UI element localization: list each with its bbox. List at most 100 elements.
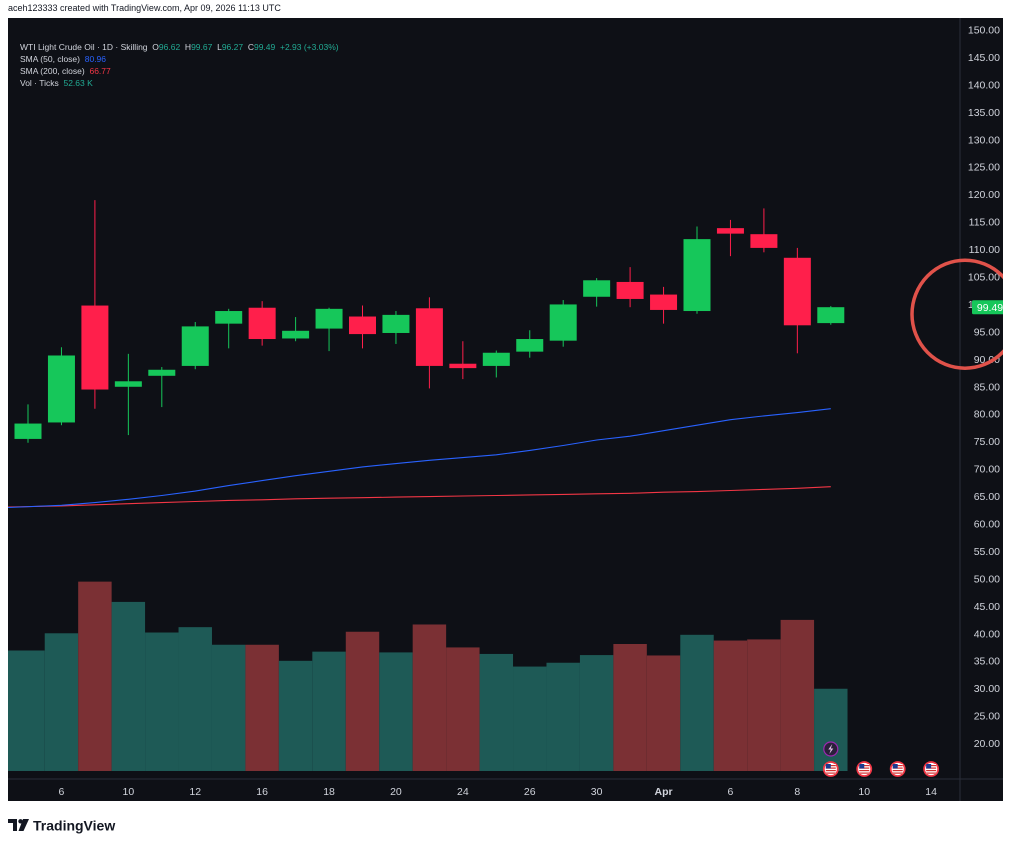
time-tick-label: Apr [655,786,673,798]
volume-bar [145,632,179,771]
chart-legend: WTI Light Crude Oil · 1D · Skilling O96.… [20,41,339,89]
candle-body [382,314,410,333]
volume-bar [245,644,279,771]
candle-body [817,307,845,324]
candle-body [14,423,42,439]
volume-bar [379,652,413,771]
legend-open: 96.62 [158,42,181,52]
volume-bar [412,624,447,771]
chart-panel[interactable]: 20.00 25.00 30.00 35.00 40.00 45.00 50.00 55.00… [8,18,1003,801]
candle-body [783,257,811,326]
candle-body [315,308,343,329]
time-tick-label: 18 [323,786,335,798]
candle-body [415,308,443,366]
volume-bar [446,647,480,771]
volume-bar [680,634,714,771]
time-tick-label: 26 [524,786,536,798]
candle [750,208,778,253]
price-tick-label: 140.00 [968,79,1000,91]
price-tick-label: 80.00 [974,409,1000,421]
time-tick-label: 10 [123,786,135,798]
candle [583,278,611,307]
candle-body [449,363,477,369]
tradingview-logo-icon [8,819,29,832]
legend-low-label: L [217,42,222,52]
price-tick-label: 110.00 [969,244,1000,256]
candle [114,353,142,436]
volume-bar [613,643,647,771]
legend-sma200-row[interactable]: SMA (200, close) 66.77 [20,65,339,77]
candle [549,300,577,347]
volume-bar [513,666,547,771]
candle-body [181,326,209,366]
legend-vol-value: 52.63 K [63,78,93,88]
price-tick-label: 150.00 [968,25,1000,37]
legend-close: 99.49 [253,42,276,52]
volume-bar [278,660,313,771]
volume-bar [44,633,79,771]
candle [282,317,310,342]
us-flag-icon [822,761,839,777]
candle-body [516,339,544,352]
candle-body [716,228,744,234]
candle-body [248,307,276,340]
price-tick-label: 135.00 [968,107,1000,119]
candle [181,322,209,370]
time-tick-label: 16 [256,786,268,798]
price-tick-label: 40.00 [974,628,1000,640]
legend-high-label: H [184,42,192,52]
legend-change: +2.93 (+3.03%) [279,42,339,52]
legend-sma50-row[interactable]: SMA (50, close) 80.96 [20,53,339,65]
legend-low: 96.27 [221,42,244,52]
candle [349,305,376,349]
price-tick-label: 45.00 [974,601,1000,613]
candle-body [482,352,510,366]
volume-bar [747,639,781,771]
volume-bar [211,644,246,771]
legend-sma50-label: SMA (50, close) [20,54,80,64]
candlestick-chart[interactable]: 20.00 25.00 30.00 35.00 40.00 45.00 50.00 55.00… [8,18,1003,801]
brand-name: TradingView [33,817,116,834]
candle [215,308,243,349]
candle-body [114,381,142,387]
price-tick-label: 20.00 [974,738,1000,750]
price-tick-label: 75.00 [974,436,1000,448]
volume-bar [111,601,146,771]
annotation-circle [910,258,1003,370]
price-tick-label: 90.00 [974,354,1000,366]
price-tick-label: 105.00 [968,272,1000,284]
candle-body [750,234,778,248]
last-price-label-bg [972,300,1003,315]
time-tick-label: 6 [728,786,734,798]
candle-body [148,369,176,376]
candle-body [349,316,376,335]
price-tick-label: 115.00 [969,217,1000,229]
volume-bar [579,655,614,771]
candle [47,347,75,426]
volume-bar [345,631,380,771]
candle [783,247,811,354]
candle [248,301,276,346]
candle-body [583,280,611,297]
legend-sma200-label: SMA (200, close) [20,66,85,76]
tradingview-brand: TradingView [8,816,115,833]
candle [449,341,477,380]
legend-high: 99.67 [191,42,213,52]
candle [482,350,510,378]
volume-bar [312,651,346,771]
legend-open-label: O [152,42,159,52]
chart-caption: aceh123333 created with TradingView.com,… [8,3,281,13]
candle [148,367,176,408]
legend-vol-label: Vol · Ticks [20,78,59,88]
price-tick-label: 125.00 [968,162,1000,174]
candle [716,219,744,257]
candle-body [215,311,243,324]
price-tick-label: 145.00 [968,52,1000,64]
price-tick-label: 25.00 [974,711,1000,723]
price-tick-label: 120.00 [968,189,1000,201]
lightning-icon [823,741,839,757]
legend-symbol[interactable]: WTI Light Crude Oil · 1D · Skilling [20,42,148,52]
time-tick-label: 6 [59,786,65,798]
legend-vol-row[interactable]: Vol · Ticks 52.63 K [20,77,339,89]
volume-bar [780,619,815,771]
